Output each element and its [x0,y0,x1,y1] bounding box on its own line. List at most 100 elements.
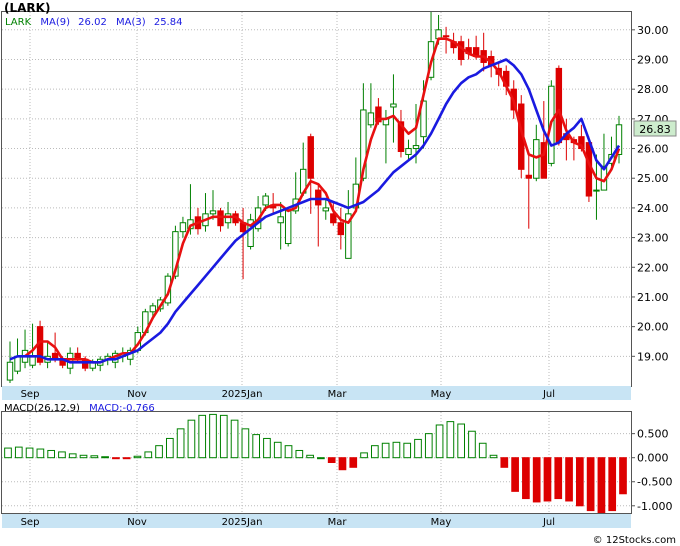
macd-bar-positive [230,419,239,459]
price-tick-label: 21.00 [637,291,669,304]
candle-body-up [179,222,187,233]
price-tick-label: 20.00 [637,321,669,334]
macd-bar-series [4,413,627,513]
candle-body-up [6,361,14,381]
macd-bar-positive [263,437,271,459]
candle-body-up [412,145,420,150]
month-label-bottom: Mar [328,517,348,528]
price-tick-label: 26.00 [637,143,669,156]
price-y-axis: 19.00 20.00 21.00 22.00 23.00 24.00 25.00 26.00… [631,24,669,363]
macd-legend-label: MACD(26,12,9) [4,403,80,414]
candle-body-down [525,174,532,179]
date-axis-band-bottom [2,514,631,528]
macd-bar-positive [370,445,379,459]
month-label-top: May [431,389,452,400]
candle-body-down [330,213,337,224]
price-grid [2,12,631,386]
candle-body-up [405,148,412,155]
macd-bar-negative [554,457,563,500]
candle-body-up [209,210,217,215]
candle-body-up [277,216,284,224]
candle-body-up [172,231,179,277]
macd-bar-positive [468,430,476,459]
date-axis-top: Sep Nov 2025Jan Mar May Jul [21,389,555,400]
macd-bar-positive [457,423,466,459]
macd-bar-positive [317,457,325,460]
candle-body-up [29,355,36,366]
macd-bar-positive [165,437,174,459]
price-tick-label: 19.00 [637,350,669,363]
month-label-top: 2025Jan [222,389,263,400]
macd-bar-positive [219,414,228,459]
legend-symbol: LARK [5,17,32,28]
candle-body-up [284,210,292,245]
macd-bar-positive [360,452,368,459]
macd-bar-negative [543,457,552,502]
macd-tick-label: 0.500 [637,428,669,441]
price-tick-label: 22.00 [637,261,669,274]
candle-body-up [14,355,21,372]
macd-bar-negative [500,457,509,468]
price-tick-label: 24.00 [637,202,669,215]
last-price-label: 26.83 [639,123,671,136]
macd-bar-positive [176,428,185,459]
macd-bar-positive [273,441,282,459]
candle-body-up [435,29,442,40]
legend: LARK MA(9) 26.02 MA(3) 25.84 [5,17,182,28]
candle-body-up [533,139,540,179]
last-price-box [633,120,677,137]
candle-body-up [360,109,367,179]
macd-tick-label: -0.500 [637,476,672,489]
price-tick-label: 30.00 [637,24,669,37]
macd-bar-positive [79,454,88,459]
macd-bar-positive [241,428,250,459]
candle-body-up [367,112,375,126]
candle-body-up [593,189,600,192]
macd-bar-positive [284,445,293,459]
macd-bar-positive [133,455,142,459]
legend-ma3-value: 25.84 [154,17,183,28]
macd-bar-positive [68,453,77,459]
month-label-top: Jul [542,389,555,400]
macd-bar-positive [424,433,433,459]
price-tick-label: 23.00 [637,232,669,245]
price-tick-label: 28.00 [637,83,669,96]
macd-bar-positive [435,424,444,459]
macd-bar-positive [252,434,261,459]
month-label-top: Mar [328,389,348,400]
macd-bar-positive [36,448,45,459]
date-axis-bottom: Sep Nov 2025Jan Mar May Jul [21,517,555,528]
candle-body-up [322,207,329,212]
macd-bar-negative [575,457,584,507]
macd-bar-negative [619,457,627,495]
macd-bar-negative [122,457,131,460]
macd-bar-positive [90,455,99,459]
month-label-bottom: 2025Jan [222,517,263,528]
candle-body-up [390,103,397,108]
macd-bar-positive [209,413,217,459]
month-label-bottom: Sep [21,517,40,528]
candle-body-up [247,219,254,247]
candle-body-down [397,121,405,153]
candle-body-down [315,189,322,206]
macd-bar-negative [338,457,347,471]
macd-tick-label: -1.000 [637,500,672,513]
date-axis-band-top [2,386,631,400]
candle-body-up [615,124,623,155]
legend-ma9-value: 26.02 [78,17,107,28]
macd-bar-positive [306,454,314,459]
macd-bar-positive [58,451,66,459]
macd-bar-positive [403,442,412,459]
macd-bar-positive [381,442,390,459]
macd-bar-negative [349,457,358,468]
month-label-top: Sep [21,389,40,400]
macd-bar-positive [4,447,12,459]
macd-bar-positive [101,456,109,459]
ma9-line [9,58,621,364]
candle-body-down [217,210,224,227]
macd-bar-positive [489,454,498,459]
legend-ma9-label: MA(9) [40,17,70,28]
ma3-line [24,37,621,364]
